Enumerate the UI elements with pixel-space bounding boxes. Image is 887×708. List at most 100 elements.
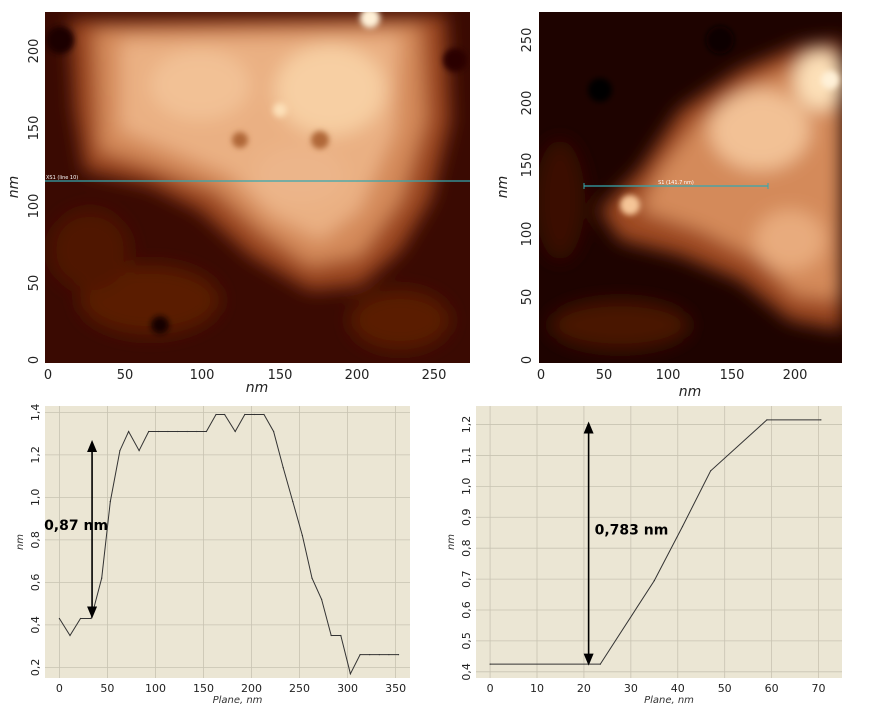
data-point	[205, 430, 207, 433]
y-axis-label: nm	[15, 534, 26, 550]
data-point	[311, 577, 313, 579]
data-point	[369, 654, 371, 656]
svg-text:250: 250	[422, 368, 447, 383]
data-point	[340, 634, 342, 637]
svg-text:50: 50	[117, 368, 134, 383]
y-tick-label: 0,4	[29, 616, 42, 634]
y-tick-label: 1,1	[460, 447, 473, 465]
svg-text:200: 200	[345, 368, 370, 383]
svg-text:150: 150	[520, 153, 535, 178]
data-point	[599, 663, 601, 665]
svg-text:200: 200	[27, 39, 42, 64]
svg-text:150: 150	[27, 116, 42, 141]
data-point	[128, 430, 130, 433]
data-point	[388, 654, 390, 656]
data-point	[292, 501, 294, 503]
svg-text:100: 100	[520, 222, 535, 247]
plot-area	[476, 406, 842, 678]
data-point	[101, 577, 103, 579]
data-point	[301, 535, 303, 537]
x-tick-label: 350	[385, 682, 406, 695]
svg-text:250: 250	[520, 28, 535, 53]
svg-text:100: 100	[190, 368, 215, 383]
x-tick-label: 70	[812, 682, 826, 695]
x-tick-label: 300	[337, 682, 358, 695]
x-axis-label: Plane, nm	[213, 695, 263, 706]
x-tick-label: 10	[530, 682, 544, 695]
height-arrow-head-top	[87, 440, 98, 452]
x-tick-label: 20	[577, 682, 591, 695]
data-point	[273, 430, 275, 433]
afm-right-y-axis: 0 50 100 150 200 250 nm	[495, 28, 535, 365]
y-tick-label: 1,2	[460, 416, 473, 434]
afm-left-x-axis: 0 50 100 150 200 250 nm	[44, 368, 447, 396]
data-point	[58, 617, 61, 620]
svg-text:100: 100	[656, 368, 681, 383]
data-point	[263, 413, 265, 416]
afm-left-heightmap: XS1 (line 10)	[45, 12, 470, 363]
y-tick-label: 0,4	[460, 663, 473, 681]
data-point	[244, 413, 246, 416]
data-point	[397, 654, 400, 656]
x-tick-label: 0	[487, 682, 494, 695]
data-point	[79, 617, 82, 620]
data-point	[766, 419, 768, 421]
data-point	[90, 617, 92, 620]
y-tick-label: 1,0	[460, 478, 473, 496]
data-point	[69, 634, 71, 637]
x-tick-label: 30	[624, 682, 638, 695]
svg-text:200: 200	[783, 368, 808, 383]
data-point	[330, 634, 332, 637]
data-point	[148, 430, 150, 433]
scan-line-right-label: S1 (141.7 nm)	[658, 180, 694, 186]
x-tick-label: 60	[765, 682, 779, 695]
svg-text:50: 50	[596, 368, 613, 383]
y-tick-label: 1,4	[29, 404, 42, 422]
data-point	[167, 430, 169, 433]
x-tick-label: 50	[718, 682, 732, 695]
data-point	[378, 654, 380, 656]
height-arrow-head-bottom	[583, 653, 594, 666]
scan-line-left-label: XS1 (line 10)	[46, 175, 78, 181]
profile-line	[58, 414, 399, 676]
x-tick-label: 250	[289, 682, 310, 695]
data-point	[177, 430, 179, 433]
svg-text:50: 50	[520, 289, 535, 306]
x-tick-label: 40	[671, 682, 685, 695]
y-axis-label: nm	[446, 534, 457, 550]
data-point	[253, 413, 255, 416]
afm-right-heightmap: S1 (141.7 nm)	[539, 12, 842, 363]
data-point	[224, 413, 226, 416]
y-tick-label: 0,2	[29, 659, 42, 677]
svg-text:0: 0	[27, 356, 42, 364]
data-point	[234, 430, 236, 433]
y-tick-label: 0,5	[460, 632, 473, 650]
y-tick-label: 0,9	[460, 509, 473, 527]
height-annotation: 0,783 nm	[595, 523, 669, 539]
data-point	[653, 580, 655, 582]
data-point	[186, 430, 188, 433]
y-tick-label: 0,8	[29, 531, 42, 549]
svg-text:0: 0	[520, 356, 535, 364]
svg-text:150: 150	[268, 368, 293, 383]
svg-text:100: 100	[27, 194, 42, 219]
x-tick-label: 50	[100, 682, 114, 695]
data-point	[119, 450, 121, 452]
y-tick-label: 1,2	[29, 446, 42, 464]
svg-text:0: 0	[537, 368, 545, 383]
height-annotation: 0,87 nm	[44, 518, 108, 534]
x-tick-label: 150	[193, 682, 214, 695]
x-tick-label: 100	[145, 682, 166, 695]
data-point	[359, 654, 361, 656]
afm-right-xlabel: nm	[679, 384, 702, 400]
x-axis-label: Plane, nm	[644, 695, 694, 706]
data-point	[196, 430, 198, 433]
data-point	[109, 501, 111, 503]
data-point	[710, 470, 712, 472]
y-tick-label: 0,6	[460, 601, 473, 619]
data-point	[138, 450, 140, 452]
svg-text:200: 200	[520, 91, 535, 116]
